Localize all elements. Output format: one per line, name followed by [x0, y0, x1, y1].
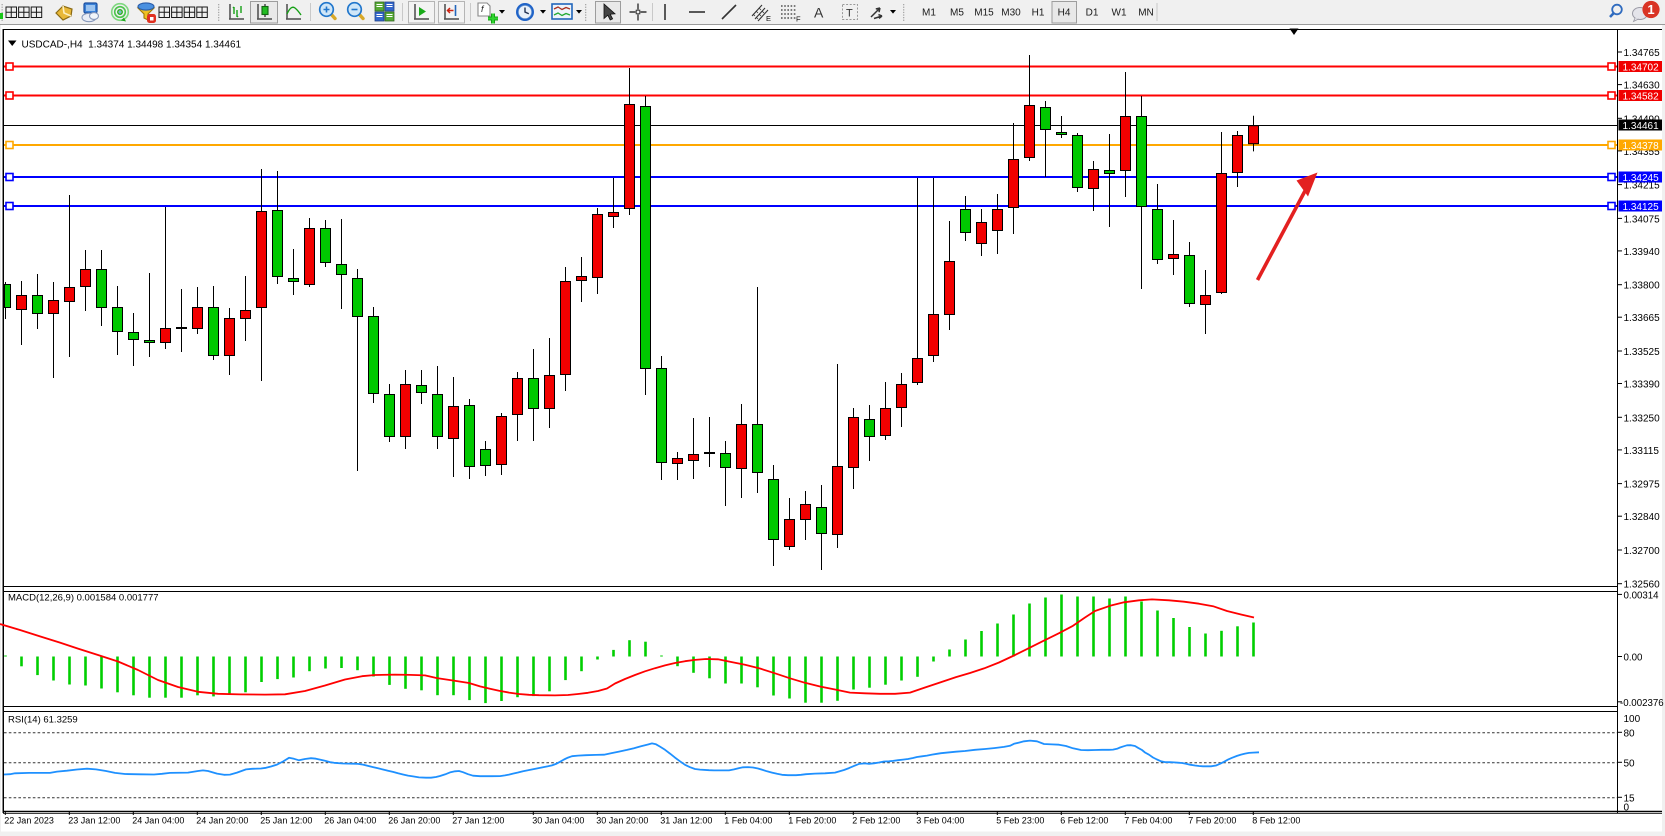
svg-text:0.00314: 0.00314	[1624, 590, 1660, 601]
svg-text:22 Jan 2023: 22 Jan 2023	[4, 816, 54, 826]
svg-text:M15: M15	[974, 8, 994, 19]
svg-text:50: 50	[1624, 758, 1636, 769]
svg-text:M30: M30	[1001, 8, 1021, 19]
svg-text:1.33250: 1.33250	[1624, 413, 1661, 424]
svg-text:1.34378: 1.34378	[1623, 141, 1660, 152]
svg-text:25 Jan 12:00: 25 Jan 12:00	[260, 816, 312, 826]
svg-text:1.32560: 1.32560	[1624, 580, 1661, 591]
svg-text:MACD(12,26,9) 0.001584 0.00177: MACD(12,26,9) 0.001584 0.001777	[8, 593, 159, 604]
svg-text:1.33940: 1.33940	[1624, 247, 1661, 258]
svg-text:1.34582: 1.34582	[1623, 92, 1660, 103]
svg-text:f: f	[481, 4, 485, 14]
svg-text:1.33115: 1.33115	[1624, 446, 1660, 457]
svg-text:30 Jan 20:00: 30 Jan 20:00	[596, 816, 648, 826]
svg-text:24 Jan 20:00: 24 Jan 20:00	[196, 816, 248, 826]
svg-text:1 Feb 20:00: 1 Feb 20:00	[788, 816, 836, 826]
svg-text:26 Jan 04:00: 26 Jan 04:00	[324, 816, 376, 826]
svg-text:-0.002376: -0.002376	[1620, 698, 1664, 709]
svg-text:5 Feb 23:00: 5 Feb 23:00	[996, 816, 1044, 826]
svg-text:RSI(14) 61.3259: RSI(14) 61.3259	[8, 715, 78, 726]
svg-text:MN: MN	[1138, 8, 1154, 19]
svg-text:15: 15	[1624, 793, 1636, 804]
svg-text:100: 100	[1624, 714, 1641, 725]
svg-text:1.34765: 1.34765	[1624, 48, 1661, 59]
svg-text:6 Feb 12:00: 6 Feb 12:00	[1060, 816, 1108, 826]
svg-text:H1: H1	[1032, 8, 1045, 19]
svg-text:1.34461: 1.34461	[1623, 121, 1660, 132]
svg-text:1.34245: 1.34245	[1623, 173, 1660, 184]
svg-text:1 Feb 04:00: 1 Feb 04:00	[724, 816, 772, 826]
svg-text:0.00: 0.00	[1624, 653, 1643, 664]
svg-text:1.34702: 1.34702	[1623, 63, 1660, 74]
svg-text:M1: M1	[922, 8, 936, 19]
svg-text:M5: M5	[950, 8, 964, 19]
svg-text:F: F	[796, 15, 801, 24]
svg-text:D1: D1	[1086, 8, 1099, 19]
svg-text:1.33665: 1.33665	[1624, 313, 1661, 324]
svg-text:1.34630: 1.34630	[1624, 81, 1661, 92]
svg-text:1.32840: 1.32840	[1624, 512, 1661, 523]
svg-text:3 Feb 04:00: 3 Feb 04:00	[916, 816, 964, 826]
svg-text:W1: W1	[1112, 8, 1127, 19]
svg-text:80: 80	[1624, 728, 1636, 739]
svg-text:8 Feb 12:00: 8 Feb 12:00	[1252, 816, 1300, 826]
svg-text:1.34125: 1.34125	[1623, 202, 1660, 213]
svg-text:1.34075: 1.34075	[1624, 214, 1661, 225]
svg-text:7 Feb 20:00: 7 Feb 20:00	[1188, 816, 1236, 826]
svg-text:1.34215: 1.34215	[1624, 181, 1661, 192]
svg-text:30 Jan 04:00: 30 Jan 04:00	[532, 816, 584, 826]
svg-text:1.34355: 1.34355	[1624, 147, 1661, 158]
svg-text:7 Feb 04:00: 7 Feb 04:00	[1124, 816, 1172, 826]
svg-text:23 Jan 12:00: 23 Jan 12:00	[68, 816, 120, 826]
svg-text:1.32975: 1.32975	[1624, 480, 1661, 491]
svg-text:1: 1	[1647, 2, 1654, 17]
svg-text:26 Jan 20:00: 26 Jan 20:00	[388, 816, 440, 826]
svg-text:1.33800: 1.33800	[1624, 281, 1661, 292]
svg-text:27 Jan 12:00: 27 Jan 12:00	[452, 816, 504, 826]
svg-text:1.33525: 1.33525	[1624, 347, 1661, 358]
svg-text:1.33390: 1.33390	[1624, 380, 1661, 391]
svg-text:1.32700: 1.32700	[1624, 546, 1661, 557]
svg-text:2 Feb 12:00: 2 Feb 12:00	[852, 816, 900, 826]
svg-text:31 Jan 12:00: 31 Jan 12:00	[660, 816, 712, 826]
svg-text:H4: H4	[1058, 8, 1071, 19]
svg-text:24 Jan 04:00: 24 Jan 04:00	[132, 816, 184, 826]
svg-text:A: A	[814, 5, 824, 21]
svg-text:0: 0	[1624, 803, 1630, 814]
svg-text:USDCAD-,H4 1.34374 1.34498 1.: USDCAD-,H4 1.34374 1.34498 1.34354 1.344…	[22, 40, 242, 51]
svg-text:E: E	[766, 14, 771, 23]
svg-text:T: T	[846, 8, 853, 20]
